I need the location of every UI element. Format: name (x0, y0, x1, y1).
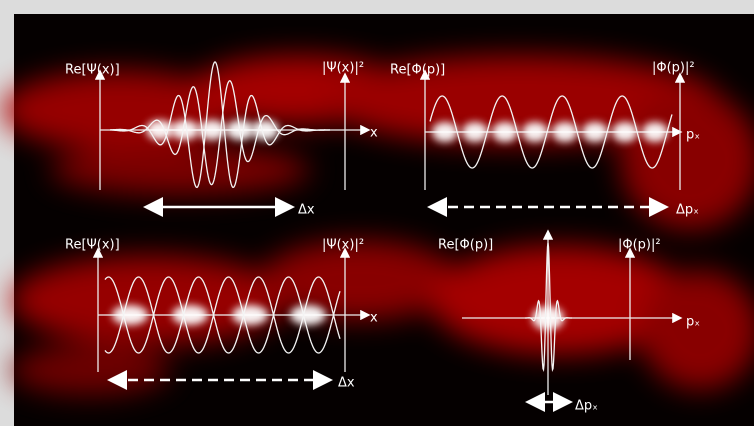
density-glow (171, 120, 199, 140)
wave (104, 276, 341, 354)
density-glow (612, 122, 638, 142)
wave (104, 276, 341, 354)
wave (110, 80, 331, 186)
axis-label: pₓ (686, 128, 700, 143)
density-glow (642, 122, 668, 142)
density-glow (552, 122, 578, 142)
density-label: |Ψ(x)|² (322, 238, 364, 253)
density-glow (251, 120, 279, 140)
wave (525, 242, 572, 372)
real-label: Re[Ψ(x)] (65, 63, 120, 78)
density-label: |Ψ(x)|² (322, 61, 364, 76)
density-glow (582, 122, 608, 142)
real-label: Re[Φ(p)] (438, 238, 493, 253)
axis-label: x (370, 311, 378, 326)
density-label: |Φ(p)|² (652, 61, 695, 76)
density-glow (492, 122, 518, 142)
density-glow (232, 305, 268, 325)
density-glow (522, 122, 548, 142)
wave (429, 95, 673, 169)
spread-label: Δpₓ (676, 203, 699, 218)
spread-label: Δx (298, 203, 315, 218)
spread-label: Δpₓ (575, 399, 598, 414)
density-glow (462, 122, 488, 142)
real-label: Re[Ψ(x)] (65, 238, 120, 253)
density-glow (290, 305, 326, 325)
axis-label: x (370, 126, 378, 141)
density-label: |Φ(p)|² (618, 238, 661, 253)
density-glow (432, 122, 458, 142)
spread-label: Δx (338, 376, 355, 391)
density-glow (112, 305, 148, 325)
real-label: Re[Φ(p)] (390, 63, 445, 78)
wave (109, 61, 330, 189)
axis-label: pₓ (686, 315, 700, 330)
density-glow (172, 305, 208, 325)
